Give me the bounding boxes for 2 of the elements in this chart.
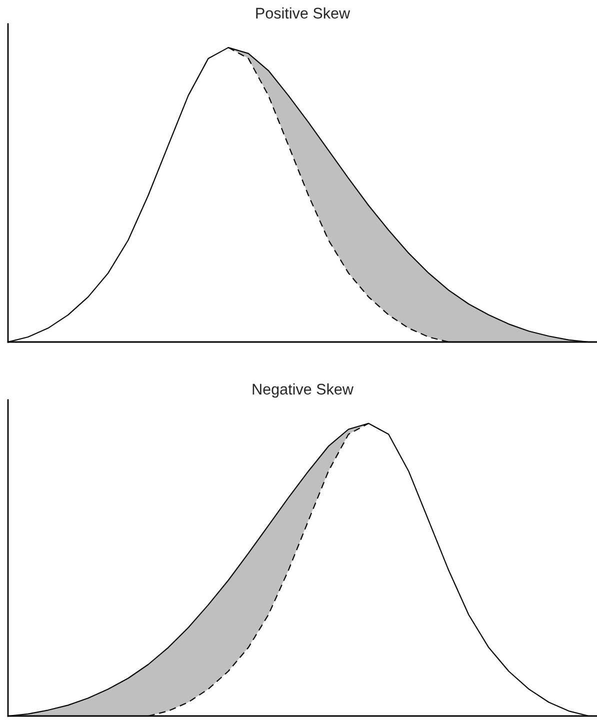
chart-title: Positive Skew [256,7,350,19]
chart-title: Negative Skew [252,383,354,398]
